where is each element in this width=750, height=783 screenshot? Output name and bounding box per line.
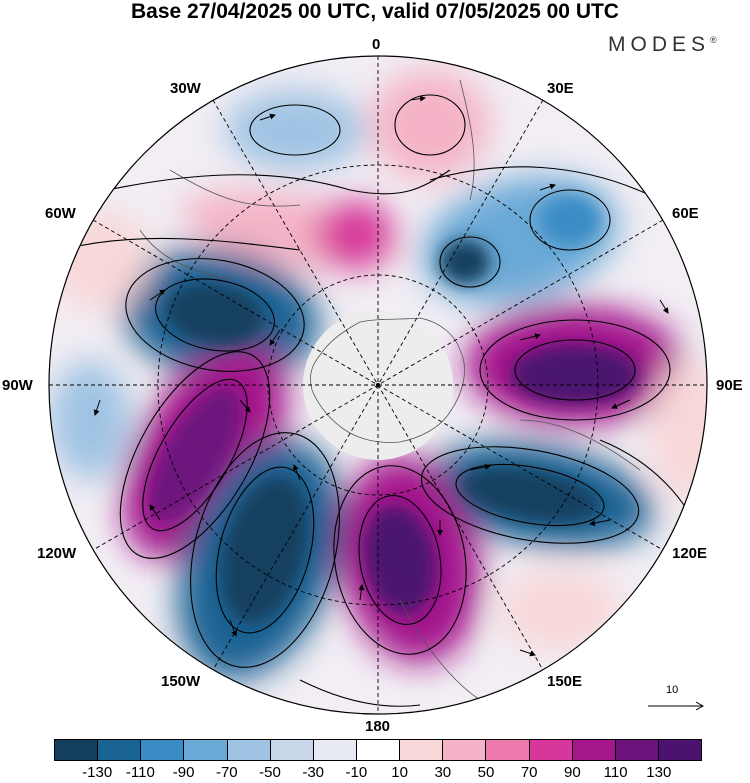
lon-label-30w: 30W: [170, 80, 201, 97]
colorbar-swatch: [529, 740, 573, 760]
lon-label-120e: 120E: [672, 545, 708, 562]
colorbar-swatch: [572, 740, 616, 760]
colorbar-tick-label: -10: [345, 764, 368, 781]
colorbar-swatch: [356, 740, 401, 760]
brand-name: MODES: [608, 33, 711, 56]
colorbar-swatch: [184, 740, 228, 760]
colorbar-swatch: [55, 740, 99, 760]
colorbar-tick-label: -50: [259, 764, 281, 781]
colorbar-tick-label: -90: [172, 764, 195, 781]
modes-logo: MODES®: [608, 33, 717, 57]
reference-vector: 10: [646, 684, 706, 714]
colorbar-swatch: [486, 740, 530, 760]
colorbar-tick-label: -30: [302, 764, 325, 781]
colorbar-tick-label: 70: [520, 764, 538, 781]
reference-vector-label: 10: [666, 684, 679, 696]
colorbar: [54, 739, 702, 761]
colorbar-tick-label: -130: [82, 764, 113, 781]
lon-label-150w: 150W: [161, 673, 201, 690]
colorbar-tick-label: 130: [646, 764, 672, 781]
lon-label-90e: 90E: [716, 377, 743, 394]
colorbar-ticks: -130 -110 -90 -70 -50 -30 -10 10 30 50 70 90 110 130: [54, 764, 702, 782]
registered-mark: ®: [710, 35, 717, 45]
lon-label-90w: 90W: [2, 377, 33, 394]
lon-label-60w: 60W: [45, 205, 76, 222]
colorbar-tick-label: 90: [564, 764, 581, 781]
lon-label-0: 0: [372, 36, 381, 53]
streamlines: [59, 94, 701, 707]
anomaly-field: [49, 56, 707, 714]
colorbar-swatch: [443, 740, 487, 760]
north-pole-marker: [376, 383, 380, 387]
colorbar-tick-label: 110: [603, 764, 628, 781]
lon-label-150e: 150E: [547, 673, 583, 690]
colorbar-swatch: [313, 740, 357, 760]
colorbar-tick-label: 10: [391, 764, 408, 781]
colorbar-swatch: [658, 740, 702, 760]
colorbar-swatch: [227, 740, 271, 760]
reference-arrow-icon: [648, 701, 705, 711]
colorbar-tick-label: -110: [125, 764, 155, 781]
wind-arrows: [93, 95, 669, 657]
lon-label-30e: 30E: [547, 80, 574, 97]
colorbar-swatch: [141, 740, 185, 760]
lon-label-60e: 60E: [672, 205, 699, 222]
lon-label-120w: 120W: [37, 545, 77, 562]
colorbar-swatch: [615, 740, 659, 760]
colorbar-tick-label: 30: [434, 764, 452, 781]
coastlines: [139, 79, 641, 701]
colorbar-swatch: [270, 740, 314, 760]
map-boundary: [48, 55, 708, 715]
colorbar-tick-label: -70: [215, 764, 238, 781]
colorbar-swatch: [98, 740, 142, 760]
colorbar-tick-label: 50: [477, 764, 495, 781]
lon-label-180: 180: [365, 718, 391, 735]
colorbar-swatch: [400, 740, 444, 760]
map-title: Base 27/04/2025 00 UTC, valid 07/05/2025…: [131, 0, 619, 23]
